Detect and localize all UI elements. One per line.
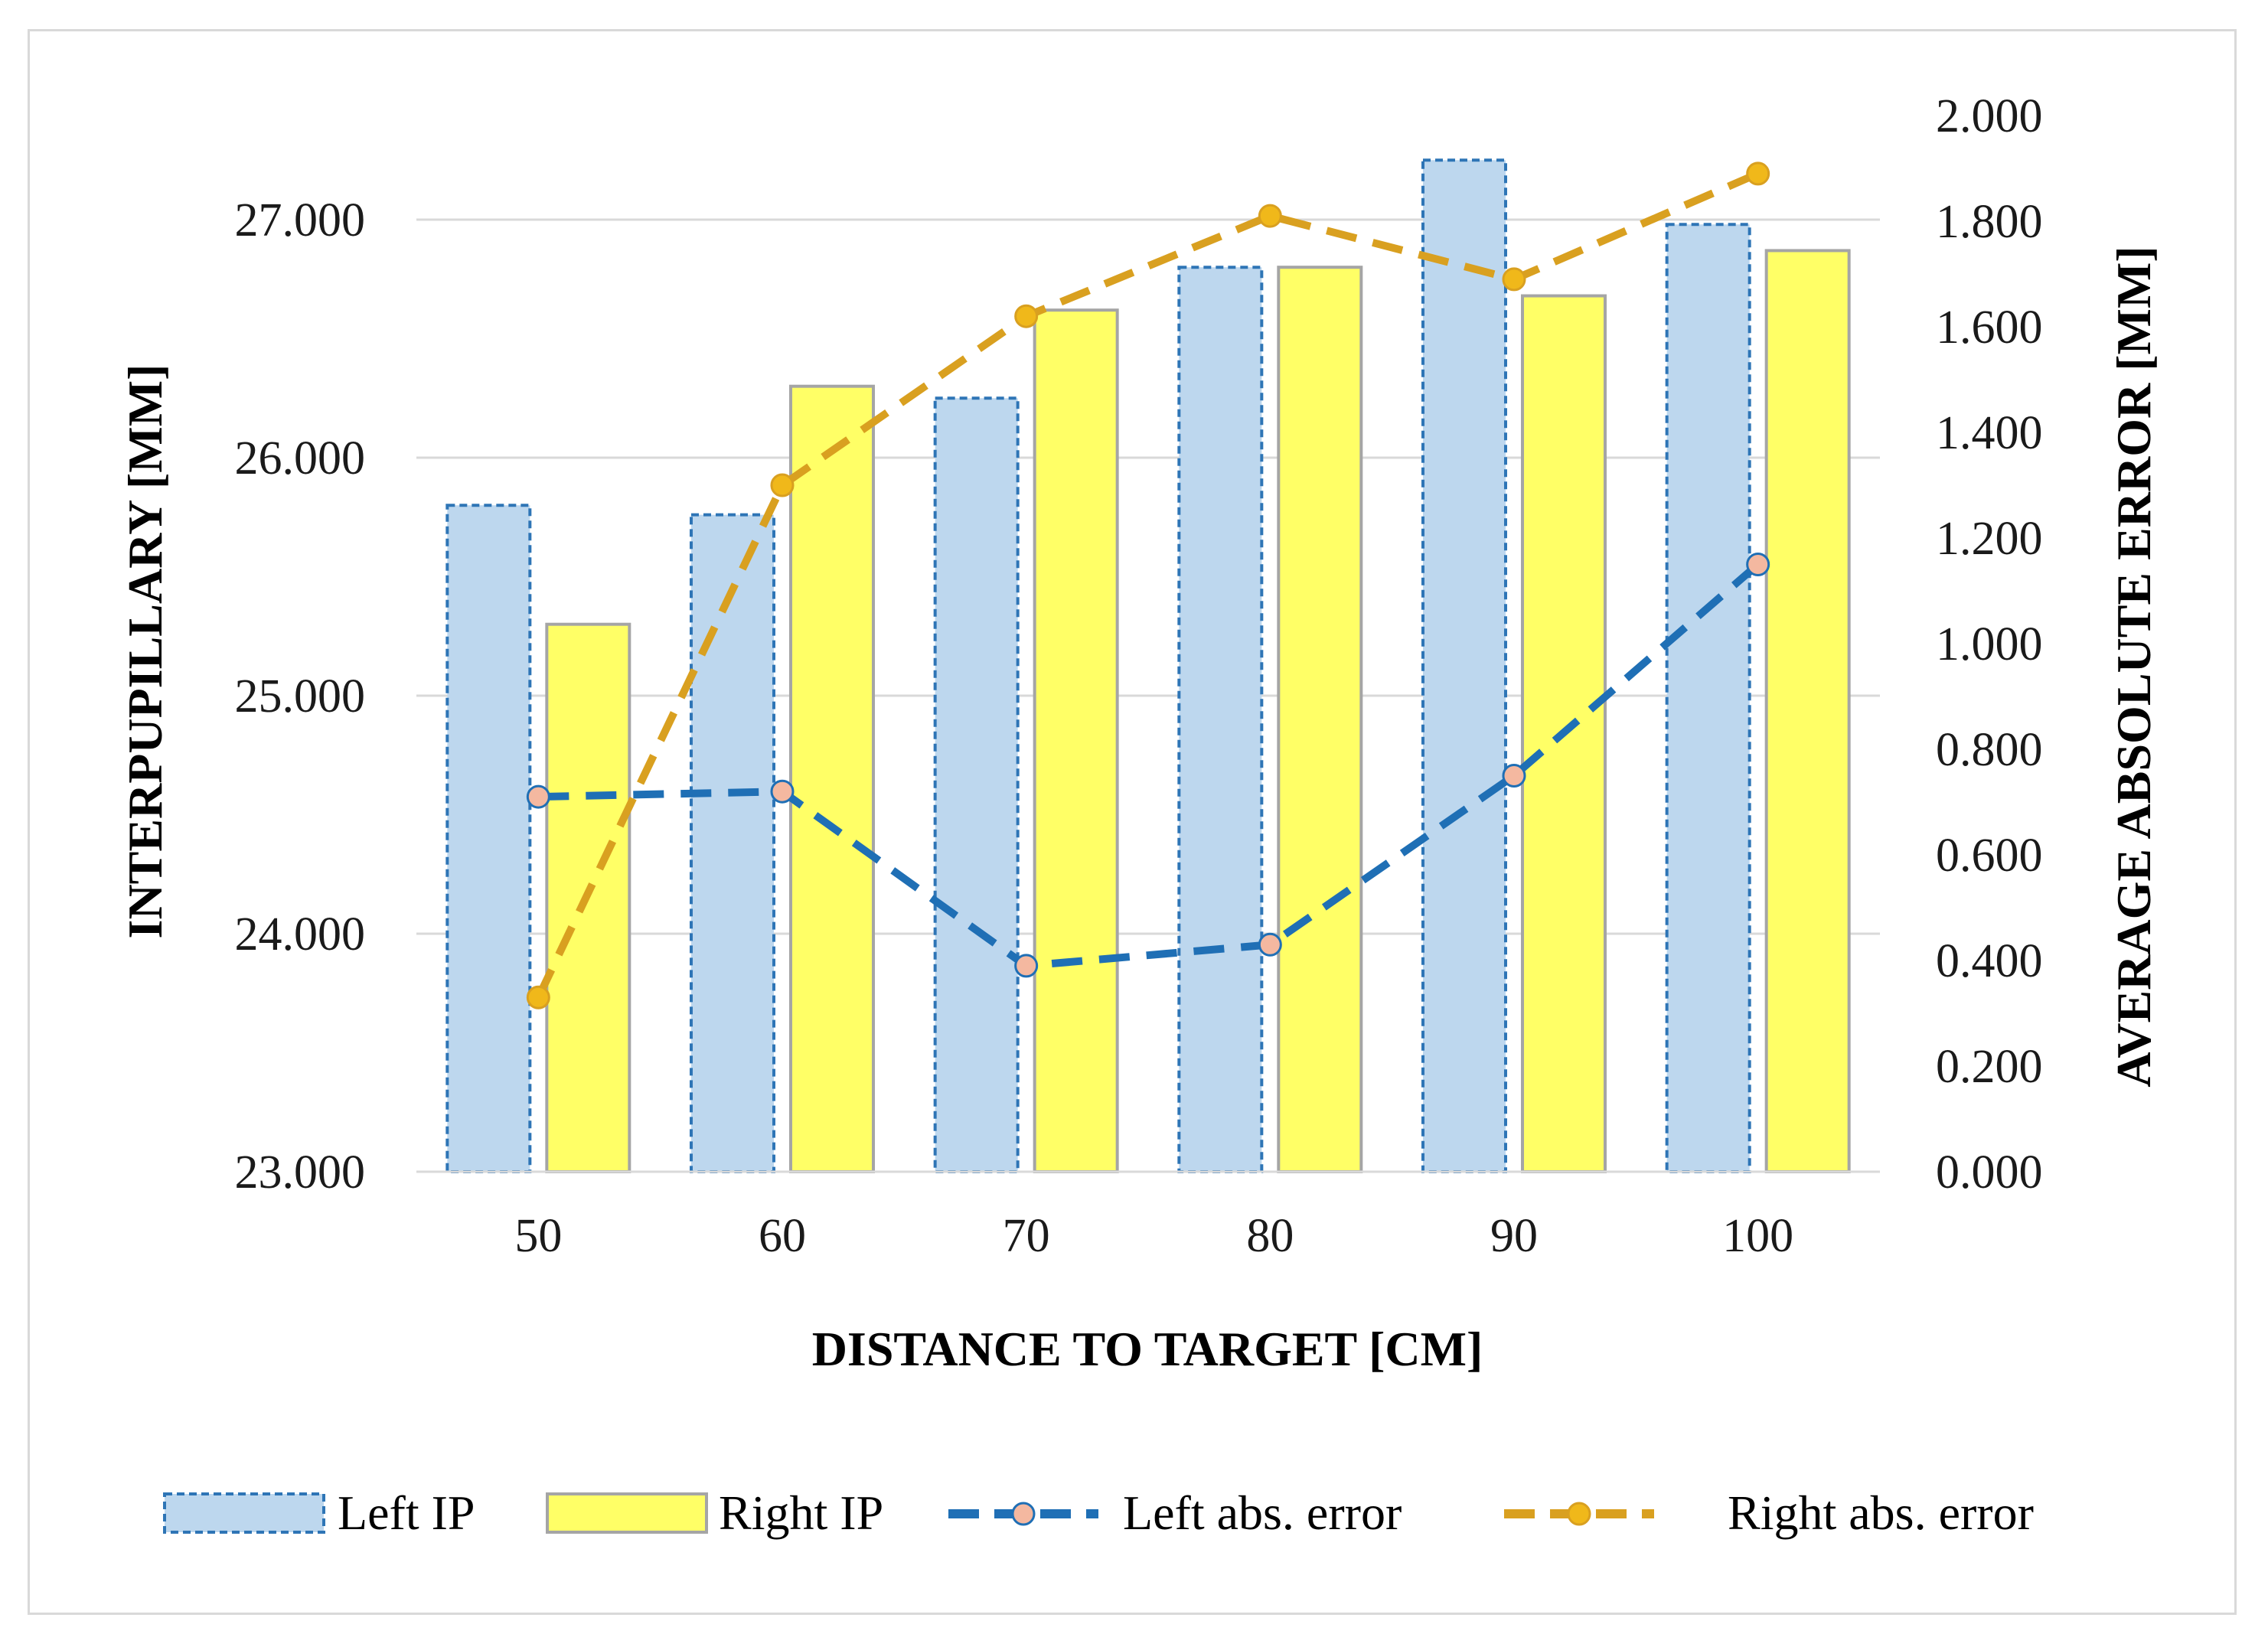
bar-left-ip (1665, 223, 1751, 1174)
bar-right-ip (1277, 266, 1363, 1174)
y-tick-label: 26.000 (235, 432, 366, 484)
chart-frame: 23.000 24.000 25.000 26.000 27.000 0.000 0.200… (28, 29, 2237, 1615)
x-tick-label: 60 (759, 1210, 806, 1262)
bar-left-ip (1421, 158, 1507, 1173)
x-tick-label: 90 (1490, 1210, 1538, 1262)
y2-tick-label: 0.800 (1936, 724, 2043, 776)
x-tick-label: 70 (1003, 1210, 1050, 1262)
point-left-abs-error (1502, 764, 1526, 788)
legend: Left IP Right IP Left abs. error Right a… (163, 1486, 2034, 1540)
bar-right-ip (1764, 249, 1851, 1173)
legend-label-right-error: Right abs. error (1728, 1486, 2034, 1540)
point-right-abs-error (1746, 161, 1770, 186)
y2-tick-label: 1.600 (1936, 302, 2043, 354)
y2-tick-label: 0.200 (1936, 1041, 2043, 1093)
bar-left-ip (933, 396, 1020, 1173)
chart: 23.000 24.000 25.000 26.000 27.000 0.000 0.200… (118, 90, 2161, 1540)
point-right-abs-error (770, 473, 795, 497)
x-tick-label: 80 (1246, 1210, 1294, 1262)
legend-swatch-left-ip (163, 1492, 325, 1534)
point-right-abs-error (1502, 267, 1526, 292)
point-right-abs-error (1258, 204, 1282, 228)
y-tick-label: 25.000 (235, 670, 366, 722)
x-tick-label: 100 (1722, 1210, 1793, 1262)
x-tick-label: 50 (514, 1210, 562, 1262)
bar-right-ip (1033, 308, 1119, 1173)
y2-tick-label: 2.000 (1936, 90, 2043, 142)
grid-lines (416, 218, 1880, 935)
legend-label-right-ip: Right IP (719, 1486, 883, 1540)
bar-left-ip (1177, 266, 1264, 1174)
series-lines (526, 161, 1770, 1009)
point-left-abs-error (770, 779, 795, 804)
y2-axis-title: AVERAGE ABSOLUTE ERROR [MM] (2106, 246, 2161, 1087)
line-right-abs-error (534, 170, 1760, 1000)
y2-tick-label: 1.000 (1936, 618, 2043, 670)
bar-right-ip (789, 384, 875, 1174)
y-tick-label: 23.000 (235, 1146, 366, 1199)
axes: 23.000 24.000 25.000 26.000 27.000 0.000 0.200… (235, 90, 2043, 1262)
bar-left-ip (445, 504, 532, 1173)
y2-tick-label: 1.400 (1936, 407, 2043, 459)
x-axis-title: DISTANCE TO TARGET [CM] (812, 1322, 1483, 1376)
y-axis-title: INTERPUPILLARY [MM] (118, 364, 172, 939)
point-right-abs-error (526, 985, 550, 1009)
point-right-abs-error (1014, 304, 1039, 328)
bar-left-ip (690, 513, 775, 1173)
y2-tick-label: 0.400 (1936, 935, 2043, 987)
y2-tick-label: 0.600 (1936, 830, 2043, 882)
point-left-abs-error (1258, 932, 1282, 957)
y-tick-label: 27.000 (235, 194, 366, 246)
point-left-abs-error (526, 784, 550, 809)
point-left-abs-error (1014, 954, 1039, 978)
y-tick-label: 24.000 (235, 908, 366, 960)
legend-swatch-right-ip (546, 1492, 708, 1534)
legend-marker-left-error (1011, 1502, 1036, 1526)
legend-label-left-ip: Left IP (338, 1486, 475, 1540)
point-left-abs-error (1746, 553, 1770, 576)
legend-marker-right-error (1567, 1502, 1591, 1526)
y2-tick-label: 1.200 (1936, 513, 2043, 565)
y2-tick-label: 1.800 (1936, 196, 2043, 248)
y2-tick-label: 0.000 (1936, 1146, 2043, 1199)
legend-label-left-error: Left abs. error (1123, 1486, 1402, 1540)
line-left-abs-error (538, 561, 1761, 970)
